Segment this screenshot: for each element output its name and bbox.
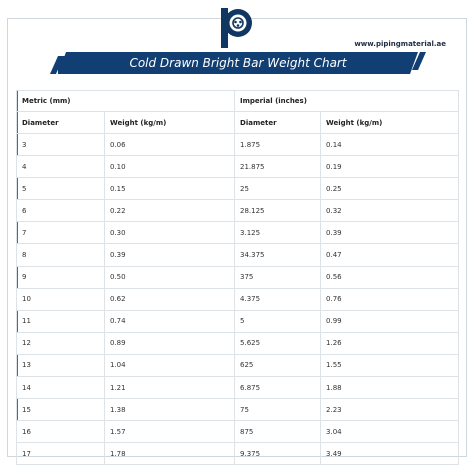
- table-cell: 0.56: [320, 265, 460, 289]
- table-row: 3 0.06 1.875 0.14: [16, 132, 460, 157]
- table-row: 13 1.04 625 1.55: [16, 353, 460, 378]
- table-cell: 0.30: [103, 221, 236, 245]
- table-row: 10 0.62 4.375 0.76: [16, 287, 460, 311]
- table-column-header: Diameter Weight (kg/m) Diameter Weight (…: [16, 111, 460, 134]
- table-cell: 3.125: [234, 221, 322, 245]
- table-cell: 8: [16, 243, 105, 267]
- table-cell: 9: [16, 265, 105, 289]
- table-cell: 0.06: [103, 132, 236, 157]
- table-cell: 17: [16, 442, 105, 465]
- table-cell: 0.39: [320, 221, 460, 245]
- table-cell: 1.78: [103, 442, 236, 465]
- table-cell: 0.15: [103, 177, 236, 201]
- group-imperial: Imperial (inches): [234, 90, 460, 112]
- table-cell: 0.50: [103, 265, 236, 289]
- col-imperial-diameter: Diameter: [234, 111, 322, 134]
- table-cell: 0.32: [320, 199, 460, 223]
- table-row: 17 1.78 9.375 3.49: [16, 442, 460, 465]
- table-cell: 25: [234, 177, 322, 201]
- table-row: 14 1.21 6.875 1.88: [16, 376, 460, 400]
- website-url: www.pipingmaterial.ae: [354, 40, 446, 48]
- table-cell: 0.22: [103, 199, 236, 223]
- table-row: 15 1.38 75 2.23: [16, 398, 460, 422]
- table-row: 11 0.74 5 0.99: [16, 309, 460, 333]
- table-cell: 21.875: [234, 155, 322, 179]
- table-row: 7 0.30 3.125 0.39: [16, 221, 460, 245]
- table-cell: 3.49: [320, 442, 460, 465]
- weight-table: Metric (mm) Imperial (inches) Diameter W…: [15, 90, 460, 465]
- table-cell: 28.125: [234, 199, 322, 223]
- table-group-header: Metric (mm) Imperial (inches): [15, 90, 460, 112]
- table-cell: 0.14: [320, 132, 460, 157]
- table-cell: 3.04: [320, 420, 460, 444]
- table-cell: 1.57: [103, 420, 236, 444]
- table-cell: 4.375: [234, 287, 322, 311]
- table-row: 12 0.89 5.625 1.26: [16, 331, 460, 355]
- table-row: 8 0.39 34.375 0.47: [16, 243, 460, 267]
- table-cell: 1.26: [320, 331, 460, 355]
- table-cell: 13: [16, 353, 105, 378]
- col-metric-weight: Weight (kg/m): [103, 111, 236, 134]
- table-cell: 1.04: [103, 353, 236, 378]
- table-cell: 4: [16, 155, 105, 179]
- table-cell: 0.19: [320, 155, 460, 179]
- table-cell: 0.74: [103, 309, 236, 333]
- table-cell: 1.875: [234, 132, 322, 157]
- table-cell: 375: [234, 265, 322, 289]
- table-cell: 14: [16, 376, 105, 400]
- table-cell: 1.38: [103, 398, 236, 422]
- table-cell: 0.76: [320, 287, 460, 311]
- title-banner: Cold Drawn Bright Bar Weight Chart: [50, 52, 426, 74]
- table-cell: 9.375: [234, 442, 322, 465]
- table-cell: 1.21: [103, 376, 236, 400]
- table-cell: 1.88: [320, 376, 460, 400]
- table-row: 5 0.15 25 0.25: [16, 177, 460, 201]
- table-cell: 16: [16, 420, 105, 444]
- col-metric-diameter: Diameter: [16, 111, 105, 134]
- table-cell: 0.89: [103, 331, 236, 355]
- table-row: 6 0.22 28.125 0.32: [16, 199, 460, 223]
- table-cell: 34.375: [234, 243, 322, 267]
- table-cell: 875: [234, 420, 322, 444]
- table-cell: 6.875: [234, 376, 322, 400]
- table-cell: 11: [16, 309, 105, 333]
- table-cell: 0.99: [320, 309, 460, 333]
- company-logo-icon: [221, 8, 252, 48]
- table-cell: 5: [234, 309, 322, 333]
- page-title: Cold Drawn Bright Bar Weight Chart: [129, 56, 347, 70]
- table-cell: 2.23: [320, 398, 460, 422]
- table-cell: 625: [234, 353, 322, 378]
- table-cell: 7: [16, 221, 105, 245]
- table-cell: 0.10: [103, 155, 236, 179]
- table-cell: 75: [234, 398, 322, 422]
- table-row: 4 0.10 21.875 0.19: [16, 155, 460, 179]
- table-cell: 0.25: [320, 177, 460, 201]
- table-cell: 10: [16, 287, 105, 311]
- table-cell: 15: [16, 398, 105, 422]
- table-cell: 12: [16, 331, 105, 355]
- table-row: 16 1.57 875 3.04: [16, 420, 460, 444]
- group-metric: Metric (mm): [15, 90, 236, 112]
- table-cell: 0.47: [320, 243, 460, 267]
- table-body: 3 0.06 1.875 0.14 4 0.10 21.875 0.19 5 0.15 25 0.25…: [16, 132, 460, 465]
- table-cell: 3: [16, 132, 105, 157]
- table-cell: 5: [16, 177, 105, 201]
- table-cell: 0.62: [103, 287, 236, 311]
- table-cell: 0.39: [103, 243, 236, 267]
- col-imperial-weight: Weight (kg/m): [320, 111, 460, 134]
- table-cell: 6: [16, 199, 105, 223]
- table-row: 9 0.50 375 0.56: [16, 265, 460, 289]
- table-cell: 5.625: [234, 331, 322, 355]
- table-cell: 1.55: [320, 353, 460, 378]
